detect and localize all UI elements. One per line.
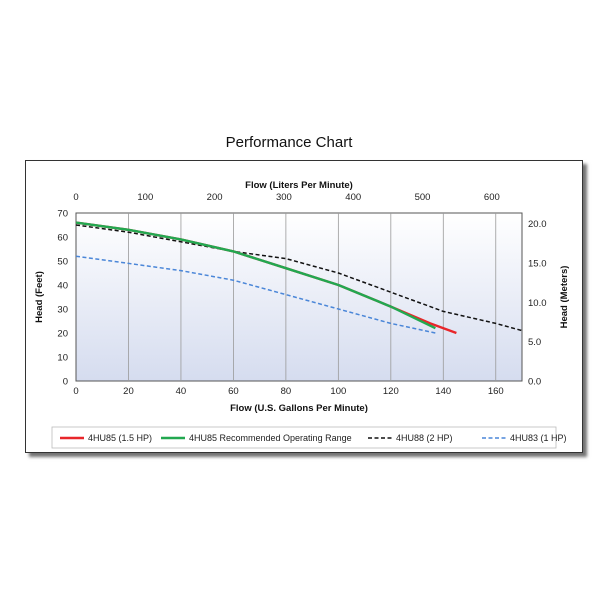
legend-label: 4HU85 (1.5 HP) [88, 433, 152, 443]
x-tick-label: 60 [228, 386, 239, 397]
series-line [75, 224, 523, 332]
right-axis-title: Head (Meters) [559, 266, 570, 329]
right-axis-ticks: 0.0 5.0 10.0 15.0 20.0 [528, 219, 547, 387]
top-tick-label: 200 [207, 192, 223, 203]
x-tick-label: 20 [123, 386, 134, 397]
y-tick-label: 30 [57, 305, 68, 316]
y-tick-label: 60 [57, 233, 68, 244]
legend-label: 4HU83 (1 HP) [510, 433, 567, 443]
legend-box [51, 426, 557, 449]
chart-frame: 0 20 40 60 80 100 120 140 160 0 100 200 300 400 500 60… [25, 160, 583, 453]
y-axis-ticks: 0 10 20 30 40 50 60 70 [57, 209, 68, 388]
top-tick-label: 0 [73, 192, 78, 203]
y-tick-label: 70 [57, 209, 68, 220]
plot-area [75, 212, 523, 382]
page-title: Performance Chart [225, 134, 353, 151]
y-tick-label: 50 [57, 257, 68, 268]
top-axis-title: Flow (Liters Per Minute) [245, 180, 353, 191]
x-axis-title: Flow (U.S. Gallons Per Minute) [230, 403, 368, 414]
performance-chart: 0 20 40 60 80 100 120 140 160 0 100 200 300 400 500 60… [34, 180, 570, 449]
top-tick-label: 100 [137, 192, 153, 203]
x-tick-label: 0 [73, 386, 78, 397]
right-tick-label: 0.0 [528, 377, 541, 388]
series-line [75, 255, 436, 334]
series-line [75, 221, 436, 330]
y-tick-label: 40 [57, 281, 68, 292]
legend-label: 4HU88 (2 HP) [396, 433, 453, 443]
x-tick-label: 120 [383, 386, 399, 397]
right-tick-label: 5.0 [528, 337, 541, 348]
right-tick-label: 15.0 [528, 258, 547, 269]
top-tick-label: 500 [415, 192, 431, 203]
x-axis-ticks: 0 20 40 60 80 100 120 140 160 [73, 386, 503, 397]
y-tick-label: 0 [63, 377, 68, 388]
x-tick-label: 40 [176, 386, 187, 397]
y-tick-label: 20 [57, 329, 68, 340]
x-tick-label: 100 [330, 386, 346, 397]
series-lines [75, 221, 523, 335]
gridlines [128, 213, 497, 381]
right-tick-label: 10.0 [528, 298, 547, 309]
x-tick-label: 140 [435, 386, 451, 397]
top-tick-label: 400 [345, 192, 361, 203]
top-tick-label: 600 [484, 192, 500, 203]
right-tick-label: 20.0 [528, 219, 547, 230]
top-axis-ticks: 0 100 200 300 400 500 600 [73, 192, 499, 203]
legend-label: 4HU85 Recommended Operating Range [189, 433, 352, 443]
legend: 4HU85 (1.5 HP) 4HU85 Recommended Operatin… [60, 433, 567, 443]
y-tick-label: 10 [57, 353, 68, 364]
top-tick-label: 300 [276, 192, 292, 203]
y-axis-title: Head (Feet) [34, 271, 45, 323]
x-tick-label: 160 [488, 386, 504, 397]
x-tick-label: 80 [281, 386, 292, 397]
